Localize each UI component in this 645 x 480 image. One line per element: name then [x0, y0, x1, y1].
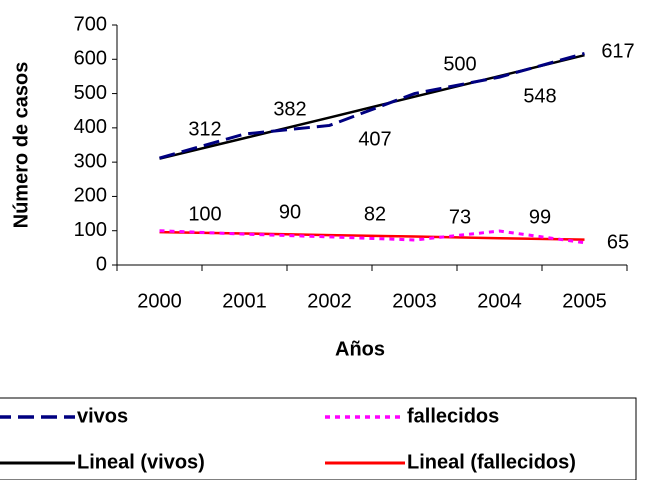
series-line	[159, 229, 585, 245]
legend-label: Lineal (fallecidos)	[407, 451, 576, 473]
y-tick-label: 700	[74, 13, 107, 35]
series-line	[159, 53, 585, 160]
data-label: 100	[188, 203, 221, 225]
x-tick-label: 2004	[477, 290, 522, 312]
y-tick-label: 300	[74, 150, 107, 172]
x-tick-label: 2000	[137, 290, 182, 312]
data-label: 99	[529, 206, 551, 228]
data-label: 82	[364, 203, 386, 225]
y-tick-label: 200	[74, 185, 107, 207]
y-tick-label: 100	[74, 219, 107, 241]
y-tick-label: 500	[74, 82, 107, 104]
data-label: 382	[273, 98, 306, 120]
x-axis-title: Años	[335, 338, 385, 360]
data-label: 617	[601, 40, 634, 62]
data-label: 312	[188, 118, 221, 140]
data-label: 548	[523, 85, 556, 107]
y-tick-label: 0	[96, 253, 107, 275]
data-label: 90	[279, 201, 301, 223]
x-tick-label: 2002	[307, 290, 352, 312]
series-line	[159, 52, 585, 160]
data-label: 73	[449, 206, 471, 228]
data-label: 65	[607, 231, 629, 253]
legend-label: vivos	[77, 405, 128, 427]
x-tick-label: 2003	[392, 290, 437, 312]
y-axis-title: Número de casos	[10, 62, 32, 229]
data-label: 407	[358, 128, 391, 150]
y-tick-label: 400	[74, 116, 107, 138]
y-tick-label: 600	[74, 48, 107, 70]
legend-label: Lineal (vivos)	[77, 451, 205, 473]
x-tick-label: 2001	[222, 290, 267, 312]
legend-box	[0, 397, 637, 480]
data-label: 500	[443, 53, 476, 75]
legend-label: fallecidos	[407, 405, 499, 427]
x-tick-label: 2005	[562, 290, 607, 312]
